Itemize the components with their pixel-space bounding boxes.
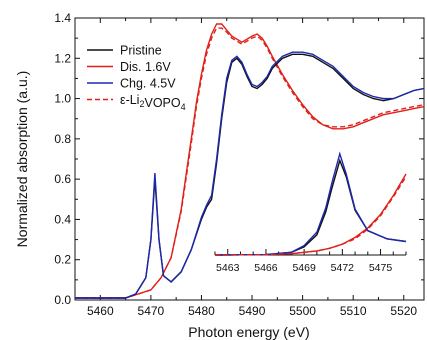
y-tick-label: 1.4 [54,11,71,25]
series-line [75,51,425,299]
y-axis-title: Normalized absorption (a.u.) [14,71,30,248]
x-tick-label: 5500 [289,304,316,318]
inset-tick-label: 5466 [254,262,278,274]
x-tick-label: 5490 [239,304,266,318]
inset-tick-label: 5463 [216,262,240,274]
legend-label: ε-Li2VOPO4 [120,93,186,112]
inset-series-line [214,176,407,256]
legend-label: Dis. 1.6V [120,60,171,74]
x-tick-label: 5480 [188,304,215,318]
y-tick-label: 0.0 [54,293,71,307]
inset-tick-label: 5475 [369,262,393,274]
y-tick-label: 0.2 [54,253,71,267]
x-tick-label: 5520 [390,304,417,318]
legend-label: Pristine [120,44,162,58]
inset-series-line [214,158,407,256]
y-tick-label: 1.2 [54,51,71,65]
legend: Pristine Dis. 1.6V Chg. 4.5V ε-Li2VOPO4 [87,44,186,112]
legend-label: Chg. 4.5V [120,77,176,91]
x-axis-title: Photon energy (eV) [188,324,309,340]
y-tick-label: 1.0 [54,92,71,106]
inset: 5463 5466 5469 5472 5475 [214,151,407,274]
x-tick-label: 5470 [138,304,165,318]
y-tick-label: 0.8 [54,132,71,146]
main-series [75,23,425,299]
x-tick-label: 5510 [340,304,367,318]
inset-series-line [214,173,407,256]
inset-tick-label: 5472 [331,262,355,274]
y-tick-label: 0.6 [54,172,71,186]
inset-series-line [214,151,407,256]
inset-tick-label: 5469 [292,262,316,274]
x-tick-label: 5460 [87,304,114,318]
series-line [75,27,425,299]
main-ticks: 5460 5470 5480 5490 5500 5510 5520 0.0 0.2 0.4 0.6… [54,11,424,318]
y-tick-label: 0.4 [54,212,71,226]
